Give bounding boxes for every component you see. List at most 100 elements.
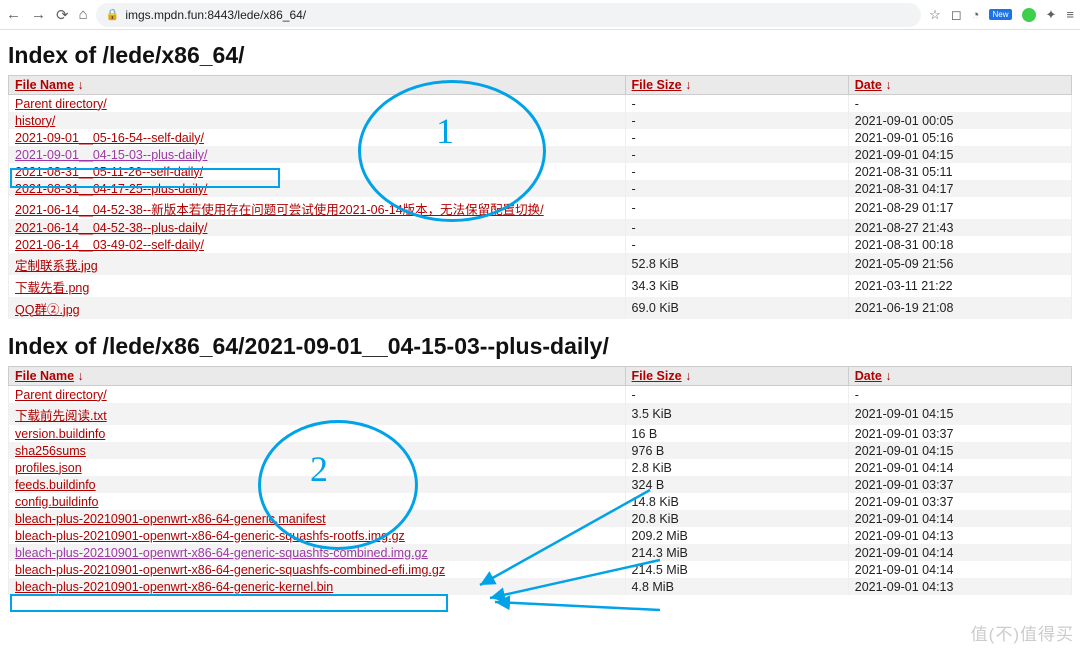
file-link[interactable]: 下载前先阅读.txt bbox=[15, 409, 107, 423]
file-size: 2.8 KiB bbox=[625, 459, 848, 476]
file-date: 2021-03-11 21:22 bbox=[848, 275, 1071, 297]
table-row: 2021-09-01__05-16-54--self-daily/-2021-0… bbox=[9, 129, 1072, 146]
file-date: 2021-08-31 05:11 bbox=[848, 163, 1071, 180]
file-date: 2021-08-29 01:17 bbox=[848, 197, 1071, 219]
table-row: feeds.buildinfo 324 B2021-09-01 03:37 bbox=[9, 476, 1072, 493]
table-row: bleach-plus-20210901-openwrt-x86-64-gene… bbox=[9, 561, 1072, 578]
file-size: - bbox=[625, 112, 848, 129]
file-size: 20.8 KiB bbox=[625, 510, 848, 527]
file-size: - bbox=[625, 163, 848, 180]
file-date: 2021-09-01 03:37 bbox=[848, 425, 1071, 442]
file-size: 209.2 MiB bbox=[625, 527, 848, 544]
file-size: 4.8 MiB bbox=[625, 578, 848, 595]
file-link[interactable]: 2021-08-31__05-11-26--self-daily/ bbox=[15, 165, 203, 179]
browser-toolbar: ← → ⟳ ⌂ 🔒 imgs.mpdn.fun:8443/lede/x86_64… bbox=[0, 0, 1080, 30]
file-date: 2021-09-01 03:37 bbox=[848, 476, 1071, 493]
file-link[interactable]: bleach-plus-20210901-openwrt-x86-64-gene… bbox=[15, 563, 445, 577]
extension-puzzle-icon[interactable]: ✦ bbox=[1046, 7, 1057, 23]
file-link[interactable]: 2021-09-01__04-15-03--plus-daily/ bbox=[15, 148, 207, 162]
col-name[interactable]: File Name ↓ bbox=[9, 76, 626, 95]
table-header-row: File Name ↓ File Size ↓ Date ↓ bbox=[9, 76, 1072, 95]
table-row: 2021-09-01__04-15-03--plus-daily/-2021-0… bbox=[9, 146, 1072, 163]
page-title-2: Index of /lede/x86_64/2021-09-01__04-15-… bbox=[8, 333, 1072, 360]
sort-arrow-icon[interactable]: ↓ bbox=[78, 369, 84, 383]
file-size: - bbox=[625, 95, 848, 113]
nav-buttons: ← → ⟳ ⌂ bbox=[6, 6, 88, 24]
file-date: 2021-09-01 04:15 bbox=[848, 403, 1071, 425]
col-date[interactable]: Date ↓ bbox=[848, 76, 1071, 95]
file-link[interactable]: 下载先看.png bbox=[15, 281, 89, 295]
sort-arrow-icon[interactable]: ↓ bbox=[78, 78, 84, 92]
address-bar[interactable]: 🔒 imgs.mpdn.fun:8443/lede/x86_64/ bbox=[96, 3, 922, 27]
col-size[interactable]: File Size ↓ bbox=[625, 367, 848, 386]
back-button[interactable]: ← bbox=[6, 6, 21, 24]
forward-button[interactable]: → bbox=[31, 6, 46, 24]
file-link[interactable]: 定制联系我.jpg bbox=[15, 259, 98, 273]
file-size: 324 B bbox=[625, 476, 848, 493]
table-row: 定制联系我.jpg52.8 KiB2021-05-09 21:56 bbox=[9, 253, 1072, 275]
file-link[interactable]: Parent directory/ bbox=[15, 388, 107, 402]
file-table-1: File Name ↓ File Size ↓ Date ↓ Parent di… bbox=[8, 75, 1072, 319]
table-row: 下载前先阅读.txt3.5 KiB2021-09-01 04:15 bbox=[9, 403, 1072, 425]
file-link[interactable]: 2021-06-14__04-52-38--新版本若使用存在问题可尝试使用202… bbox=[15, 203, 544, 217]
home-button[interactable]: ⌂ bbox=[79, 6, 88, 24]
sort-arrow-icon[interactable]: ↓ bbox=[885, 369, 891, 383]
extension-square-icon[interactable]: ◻ bbox=[951, 7, 962, 23]
sort-arrow-icon[interactable]: ↓ bbox=[685, 78, 691, 92]
extension-clock-icon[interactable]: ◔ bbox=[972, 7, 980, 22]
file-size: - bbox=[625, 146, 848, 163]
file-link[interactable]: history/ bbox=[15, 114, 55, 128]
table-row: 2021-08-31__04-17-25--plus-daily/ -2021-0… bbox=[9, 180, 1072, 197]
file-link[interactable]: profiles.json bbox=[15, 461, 82, 475]
file-link[interactable]: Parent directory/ bbox=[15, 97, 107, 111]
lock-icon: 🔒 bbox=[106, 8, 120, 21]
menu-icon[interactable]: ≡ bbox=[1066, 7, 1074, 22]
file-link[interactable]: 2021-08-31__04-17-25--plus-daily/ bbox=[15, 182, 207, 196]
file-size: - bbox=[625, 236, 848, 253]
table-row: Parent directory/-- bbox=[9, 386, 1072, 404]
file-date: 2021-09-01 04:14 bbox=[848, 459, 1071, 476]
file-link[interactable]: version.buildinfo bbox=[15, 427, 105, 441]
col-size[interactable]: File Size ↓ bbox=[625, 76, 848, 95]
file-link[interactable]: feeds.buildinfo bbox=[15, 478, 96, 492]
file-link[interactable]: 2021-06-14__03-49-02--self-daily/ bbox=[15, 238, 204, 252]
table-row: QQ群②.jpg69.0 KiB2021-06-19 21:08 bbox=[9, 297, 1072, 319]
file-link[interactable]: bleach-plus-20210901-openwrt-x86-64-gene… bbox=[15, 512, 326, 526]
file-size: - bbox=[625, 219, 848, 236]
col-name[interactable]: File Name ↓ bbox=[9, 367, 626, 386]
table-row: bleach-plus-20210901-openwrt-x86-64-gene… bbox=[9, 578, 1072, 595]
file-link[interactable]: bleach-plus-20210901-openwrt-x86-64-gene… bbox=[15, 529, 405, 543]
file-link[interactable]: 2021-06-14__04-52-38--plus-daily/ bbox=[15, 221, 207, 235]
col-date[interactable]: Date ↓ bbox=[848, 367, 1071, 386]
file-size: 52.8 KiB bbox=[625, 253, 848, 275]
file-size: 34.3 KiB bbox=[625, 275, 848, 297]
extension-green-icon[interactable] bbox=[1022, 8, 1036, 22]
sort-arrow-icon[interactable]: ↓ bbox=[885, 78, 891, 92]
table-row: 2021-06-14__04-52-38--新版本若使用存在问题可尝试使用202… bbox=[9, 197, 1072, 219]
new-badge[interactable]: New bbox=[989, 9, 1011, 20]
highlight-box bbox=[10, 594, 448, 612]
file-link[interactable]: bleach-plus-20210901-openwrt-x86-64-gene… bbox=[15, 546, 428, 560]
file-date: 2021-09-01 04:13 bbox=[848, 527, 1071, 544]
file-link[interactable]: config.buildinfo bbox=[15, 495, 98, 509]
file-size: - bbox=[625, 197, 848, 219]
sort-arrow-icon[interactable]: ↓ bbox=[685, 369, 691, 383]
file-link[interactable]: 2021-09-01__05-16-54--self-daily/ bbox=[15, 131, 204, 145]
table-row: 下载先看.png 34.3 KiB2021-03-11 21:22 bbox=[9, 275, 1072, 297]
table-row: config.buildinfo14.8 KiB2021-09-01 03:37 bbox=[9, 493, 1072, 510]
file-date: 2021-08-31 04:17 bbox=[848, 180, 1071, 197]
url-text: imgs.mpdn.fun:8443/lede/x86_64/ bbox=[125, 8, 306, 22]
file-date: - bbox=[848, 386, 1071, 404]
file-date: 2021-08-31 00:18 bbox=[848, 236, 1071, 253]
table-row: history/-2021-09-01 00:05 bbox=[9, 112, 1072, 129]
file-link[interactable]: sha256sums bbox=[15, 444, 86, 458]
reload-button[interactable]: ⟳ bbox=[56, 6, 69, 24]
file-date: 2021-09-01 04:14 bbox=[848, 561, 1071, 578]
file-link[interactable]: QQ群②.jpg bbox=[15, 303, 80, 317]
file-link[interactable]: bleach-plus-20210901-openwrt-x86-64-gene… bbox=[15, 580, 333, 594]
bookmark-icon[interactable]: ☆ bbox=[929, 7, 941, 23]
file-date: 2021-09-01 04:15 bbox=[848, 442, 1071, 459]
table-row: version.buildinfo 16 B2021-09-01 03:37 bbox=[9, 425, 1072, 442]
file-size: 16 B bbox=[625, 425, 848, 442]
file-size: - bbox=[625, 180, 848, 197]
